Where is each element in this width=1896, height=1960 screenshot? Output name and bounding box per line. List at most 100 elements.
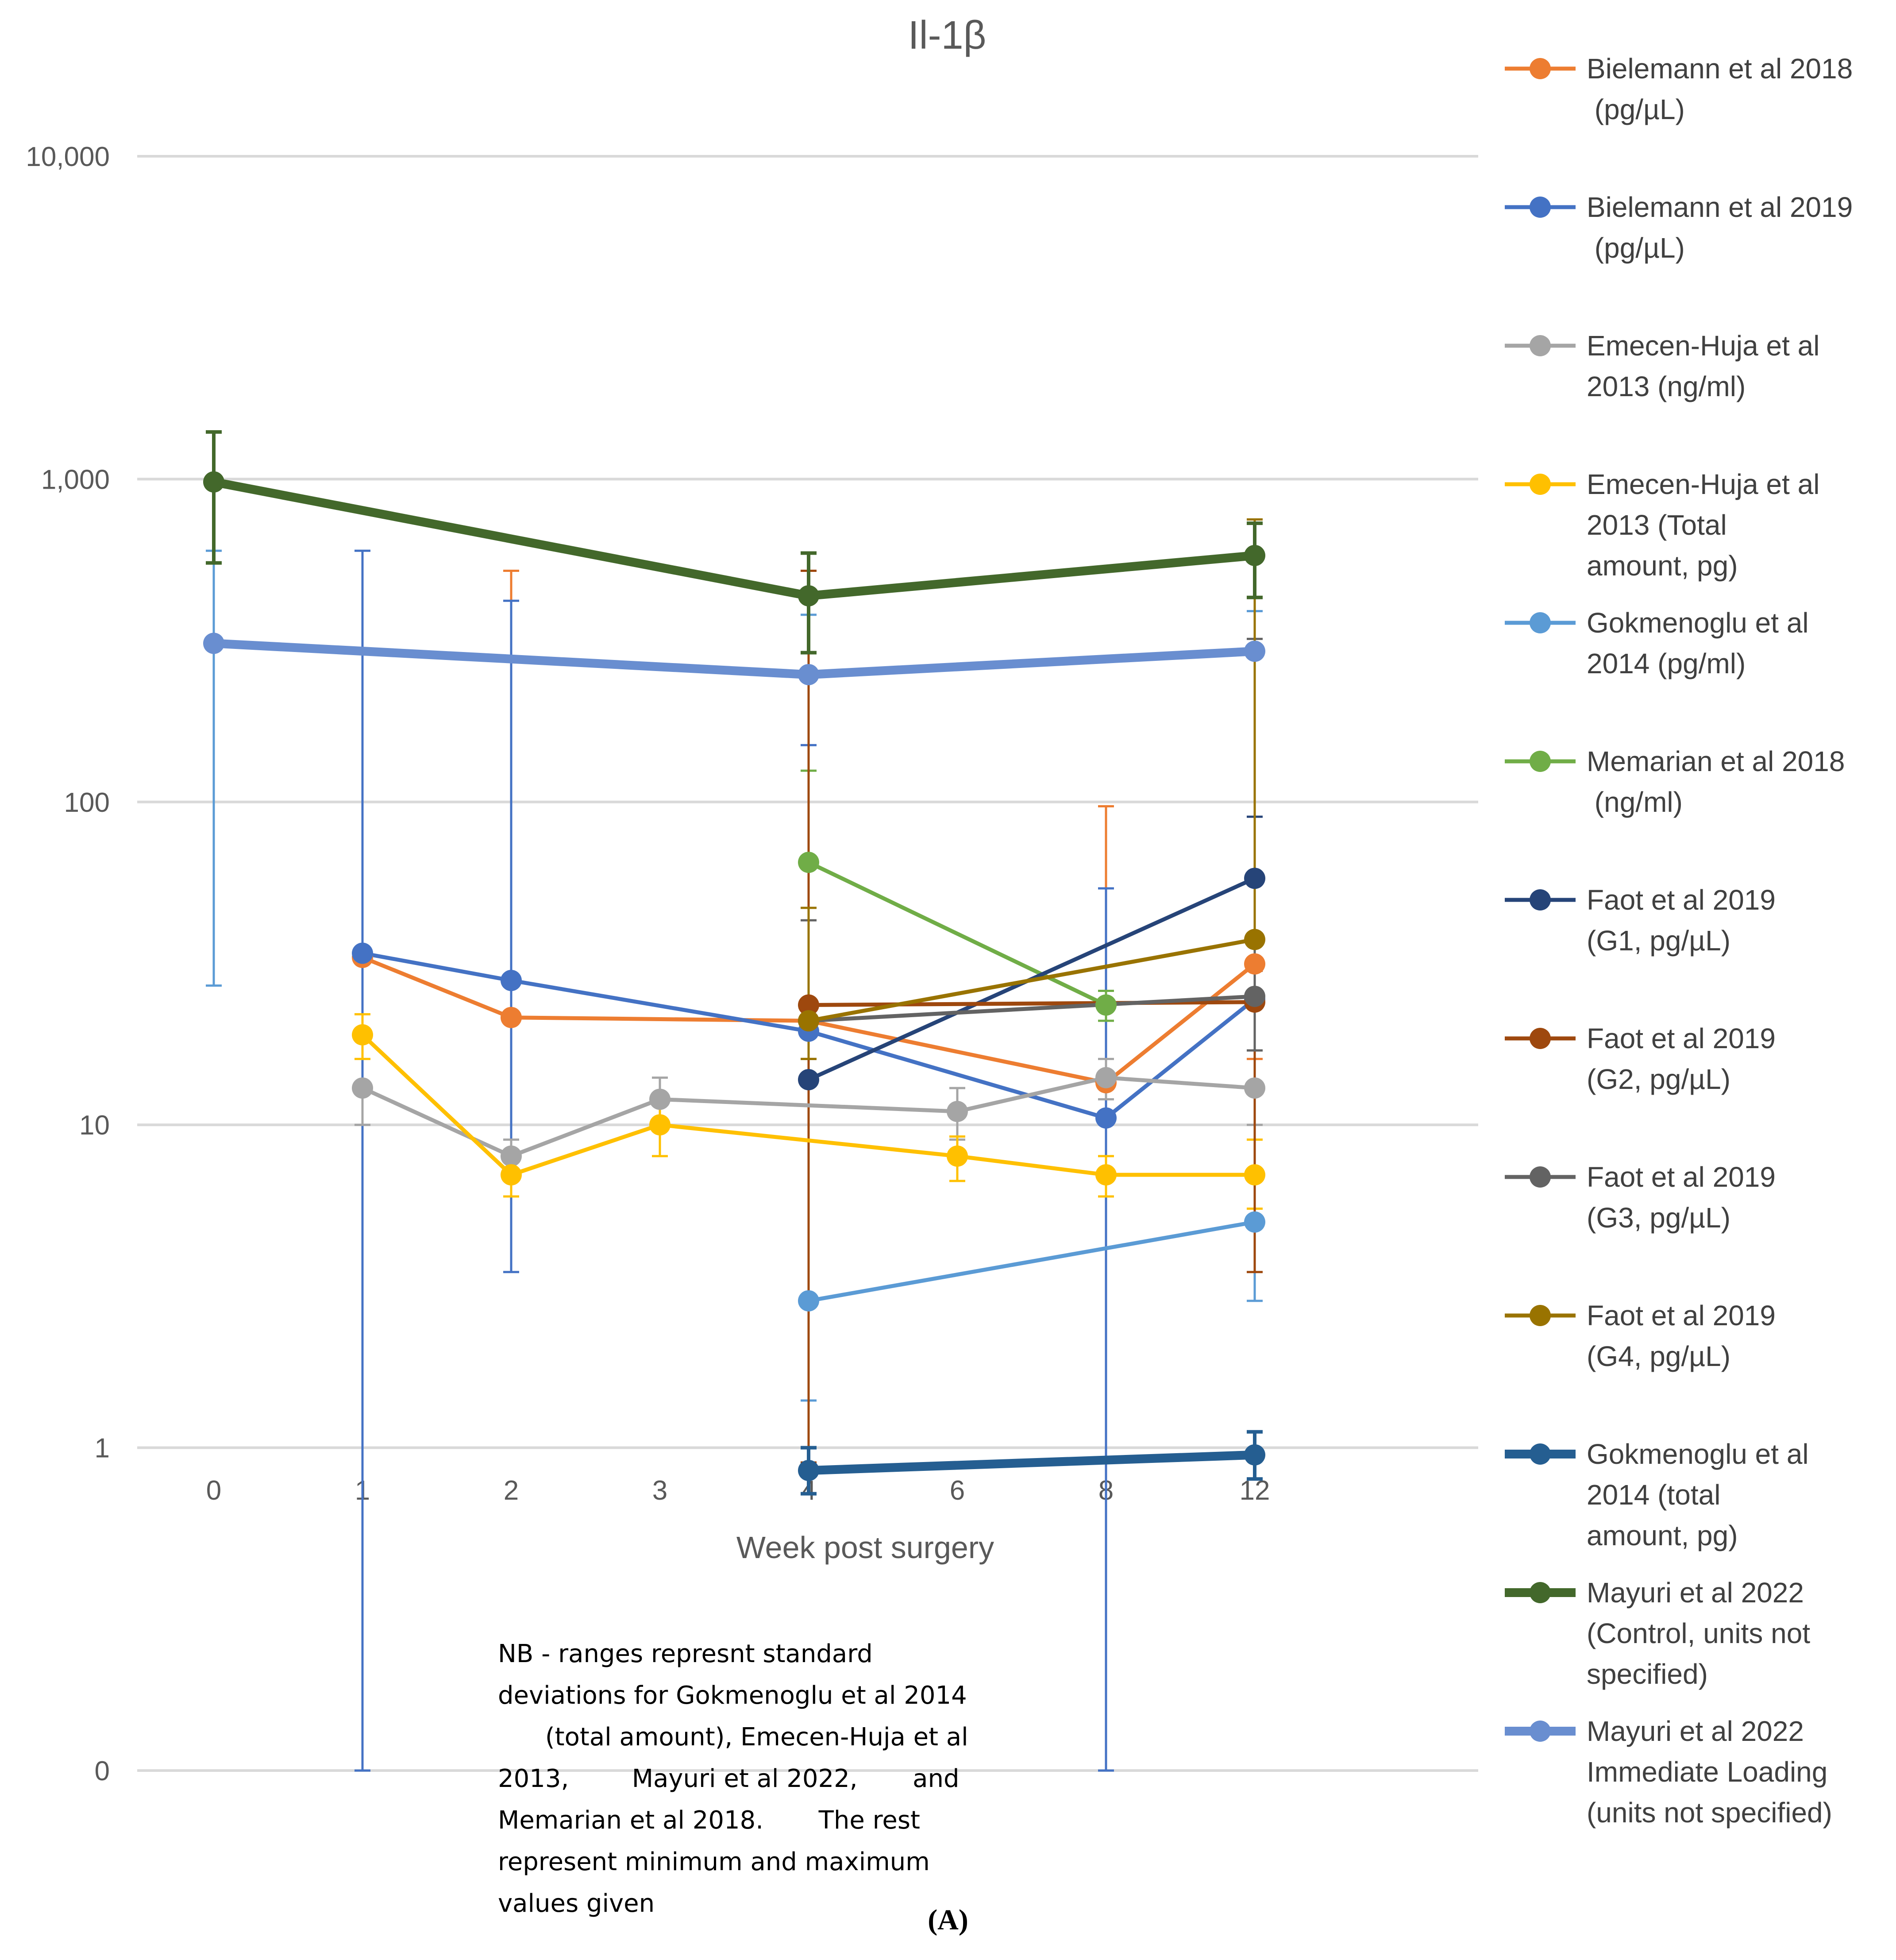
legend-item: Gokmenoglu et al 2014 (total amount, pg) <box>1505 1438 1809 1551</box>
legend-item: Bielemann et al 2018 (pg/µL) <box>1505 53 1853 125</box>
legend-label: Gokmenoglu et al 2014 (pg/ml) <box>1587 607 1809 679</box>
y-tick-label: 1 <box>95 1433 110 1464</box>
legend-swatch-marker <box>1530 58 1551 79</box>
series-line <box>809 862 1106 1005</box>
data-point <box>203 633 224 654</box>
legend-label: Emecen-Huja et al 2013 (ng/ml) <box>1587 330 1819 402</box>
legend-item: Faot et al 2019 (G4, pg/µL) <box>1505 1300 1776 1372</box>
legend-swatch-marker <box>1530 1305 1551 1326</box>
data-point <box>798 585 819 606</box>
legend-label-line: 2013 (Total <box>1587 509 1727 541</box>
data-point <box>501 970 522 991</box>
legend-label-line: 2013 (ng/ml) <box>1587 370 1746 402</box>
legend-label-line: amount, pg) <box>1587 550 1738 582</box>
data-point <box>1244 929 1265 950</box>
x-tick-labels: 012346812 <box>206 1475 1270 1506</box>
x-axis-label: Week post surgery <box>736 1530 994 1565</box>
series-line <box>809 1455 1255 1470</box>
legend-item: Gokmenoglu et al 2014 (pg/ml) <box>1505 607 1809 679</box>
legend-item: Faot et al 2019 (G2, pg/µL) <box>1505 1022 1776 1095</box>
legend-item: Faot et al 2019 (G1, pg/µL) <box>1505 884 1776 957</box>
data-point <box>1095 1107 1117 1129</box>
error-bar <box>206 551 222 985</box>
legend-label-line: Emecen-Huja et al <box>1587 468 1819 500</box>
data-point <box>798 1069 819 1090</box>
legend-swatch-marker <box>1530 1166 1551 1188</box>
legend-label-line: (G1, pg/µL) <box>1587 925 1730 957</box>
legend-label-line: specified) <box>1587 1658 1708 1690</box>
data-point <box>1244 640 1265 662</box>
legend-item: Faot et al 2019 (G3, pg/µL) <box>1505 1161 1776 1234</box>
legend-label-line: (Control, units not <box>1587 1617 1810 1649</box>
data-point <box>1244 545 1265 566</box>
data-point <box>798 1010 819 1031</box>
legend-label-line: Faot et al 2019 <box>1587 1161 1776 1193</box>
series-line <box>214 643 1255 675</box>
legend-label: Mayuri et al 2022 (Control, units not spec… <box>1587 1577 1810 1690</box>
data-point <box>1244 953 1265 975</box>
legend-label: Gokmenoglu et al 2014 (total amount, pg) <box>1587 1438 1809 1551</box>
legend-item: Mayuri et al 2022 Immediate Loading (units… <box>1505 1715 1832 1829</box>
figure-caption: (A) <box>0 1903 1896 1937</box>
data-point <box>1244 1077 1265 1099</box>
y-tick-label: 1,000 <box>41 464 110 495</box>
legend-label: Bielemann et al 2018 (pg/µL) <box>1587 53 1853 125</box>
data-point <box>649 1114 671 1135</box>
series-line <box>214 482 1255 596</box>
legend-label-line: (pg/µL) <box>1587 232 1685 264</box>
legend-label-line: Mayuri et al 2022 <box>1587 1577 1804 1609</box>
data-point <box>1244 868 1265 889</box>
data-point <box>649 1088 671 1110</box>
data-point <box>798 664 819 685</box>
legend-swatch-marker <box>1530 1582 1551 1603</box>
data-point <box>352 1077 373 1099</box>
y-tick-label: 10,000 <box>26 142 110 172</box>
legend-label-line: Faot et al 2019 <box>1587 884 1776 916</box>
y-tick-label: 100 <box>64 787 110 818</box>
data-point <box>352 1024 373 1046</box>
data-point <box>1095 1067 1117 1088</box>
legend-label-line: 2014 (total <box>1587 1479 1720 1511</box>
legend-label-line: Immediate Loading <box>1587 1756 1827 1788</box>
y-tick-label: 10 <box>79 1110 110 1141</box>
data-point <box>947 1101 968 1122</box>
legend-label: Faot et al 2019 (G3, pg/µL) <box>1587 1161 1776 1234</box>
legend-label: Faot et al 2019 (G2, pg/µL) <box>1587 1022 1776 1095</box>
data-point <box>1095 1164 1117 1185</box>
data-point <box>798 1290 819 1312</box>
legend-label-line: Gokmenoglu et al <box>1587 607 1809 639</box>
data-point <box>1244 986 1265 1007</box>
series-line <box>809 1002 1255 1005</box>
legend-label-line: Faot et al 2019 <box>1587 1300 1776 1331</box>
legend-label-line: Bielemann et al 2019 <box>1587 191 1853 223</box>
legend-swatch-marker <box>1530 1443 1551 1465</box>
legend-label-line: (G3, pg/µL) <box>1587 1202 1730 1234</box>
legend-item: Bielemann et al 2019 (pg/µL) <box>1505 191 1853 264</box>
y-tick-label: 0 <box>95 1756 110 1786</box>
legend-label-line: amount, pg) <box>1587 1520 1738 1551</box>
legend-label-line: (units not specified) <box>1587 1797 1832 1829</box>
data-point <box>1244 1444 1265 1466</box>
series-line <box>809 1222 1255 1301</box>
data-point <box>1244 1164 1265 1185</box>
series-lines <box>214 482 1255 1470</box>
data-point <box>1244 1211 1265 1233</box>
legend-label-line: Memarian et al 2018 <box>1587 745 1845 777</box>
legend-label-line: Bielemann et al 2018 <box>1587 53 1853 85</box>
legend-swatch-marker <box>1530 335 1551 356</box>
legend-item: Emecen-Huja et al 2013 (Total amount, pg) <box>1505 468 1819 582</box>
legend-label-line: Emecen-Huja et al <box>1587 330 1819 362</box>
legend-label: Emecen-Huja et al 2013 (Total amount, pg) <box>1587 468 1819 582</box>
data-point <box>501 1164 522 1185</box>
legend-label-line: Mayuri et al 2022 <box>1587 1715 1804 1747</box>
legend-label-line: Faot et al 2019 <box>1587 1022 1776 1054</box>
legend-item: Mayuri et al 2022 (Control, units not spec… <box>1505 1577 1810 1690</box>
legend-item: Emecen-Huja et al 2013 (ng/ml) <box>1505 330 1819 402</box>
legend-swatch-marker <box>1530 612 1551 633</box>
data-point <box>203 471 224 493</box>
chart-title: Il-1β <box>908 13 987 58</box>
legend-label-line: 2014 (pg/ml) <box>1587 648 1746 679</box>
data-point <box>798 1460 819 1481</box>
x-tick-label: 6 <box>950 1475 965 1506</box>
